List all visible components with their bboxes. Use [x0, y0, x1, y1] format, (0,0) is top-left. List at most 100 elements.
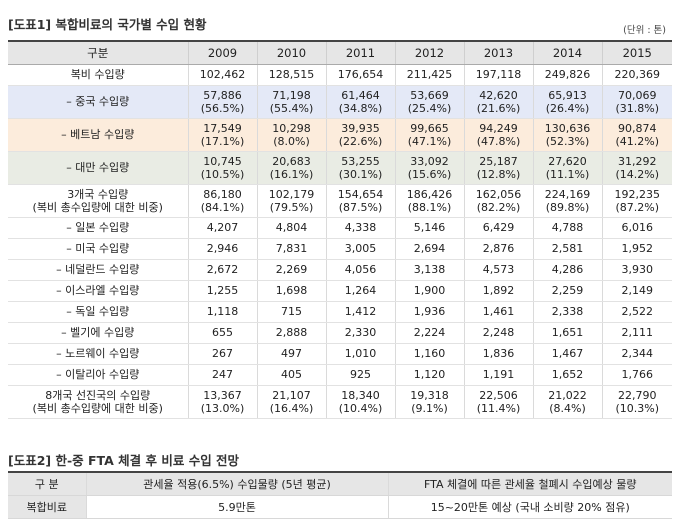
- import-volume: 25,187: [479, 154, 518, 168]
- value-cell: 925: [325, 364, 395, 386]
- value-cell: 197,118: [463, 64, 533, 86]
- import-volume: 1,766: [621, 368, 654, 382]
- import-share: (52.3%): [545, 135, 590, 148]
- row-label-text: – 대만 수입량: [66, 161, 130, 175]
- value-cell: 57,886 (56.5%): [187, 85, 257, 119]
- import-volume: 1,467: [551, 347, 584, 361]
- import-volume: 18,340: [341, 388, 380, 402]
- import-volume: 1,936: [413, 305, 446, 319]
- row-label-text: – 베트남 수입량: [61, 128, 135, 142]
- import-volume: 154,654: [337, 187, 384, 201]
- value-cell: 154,654 (87.5%): [325, 184, 395, 218]
- import-volume: 4,788: [551, 221, 584, 235]
- value-cell: 2,694: [394, 238, 464, 260]
- value-cell: 1,120: [394, 364, 464, 386]
- import-share: (12.8%): [476, 168, 521, 181]
- value-cell: 39,935 (22.6%): [325, 118, 395, 152]
- value-cell: 2,888: [256, 322, 326, 344]
- table-row: 8개국 선진국의 수입량 (복비 총수입량에 대한 비중) 13,367 (13.0%…: [8, 385, 672, 419]
- import-volume: 4,207: [206, 221, 239, 235]
- table1-header-row: 구분 2009 2010 2011 2012 2013 2014 2015: [8, 41, 672, 65]
- table-row: 3개국 수입량 (복비 총수입량에 대한 비중) 86,180 (84.1%) 102,…: [8, 184, 672, 218]
- import-share: (84.1%): [200, 201, 245, 214]
- value-cell: 13,367 (13.0%): [187, 385, 257, 419]
- import-volume: 53,669: [410, 88, 449, 102]
- value-cell: 2,111: [601, 322, 672, 344]
- value-cell: 3,930: [601, 259, 672, 281]
- row-label: – 이탈리아 수입량: [8, 364, 188, 386]
- import-volume: 1,651: [551, 326, 584, 340]
- import-volume: 1,461: [482, 305, 515, 319]
- value-cell: 20,683 (16.1%): [256, 151, 326, 185]
- table2-data-row: 복합비료 5.9만톤 15~20만톤 예상 (국내 소비량 20% 점유): [8, 495, 672, 519]
- table-row: – 이스라엘 수입량 1,255 1,698 1,264 1,900 1,892 2,259…: [8, 280, 672, 302]
- row-label: 8개국 선진국의 수입량 (복비 총수입량에 대한 비중): [8, 385, 188, 419]
- value-cell: 497: [256, 343, 326, 365]
- import-volume: 21,022: [548, 388, 587, 402]
- value-cell: 1,836: [463, 343, 533, 365]
- value-cell: 70,069 (31.8%): [601, 85, 672, 119]
- import-share: (17.1%): [200, 135, 245, 148]
- table-row: – 베트남 수입량 17,549 (17.1%) 10,298 (8.0%) 39,935…: [8, 118, 672, 152]
- import-volume: 1,900: [413, 284, 446, 298]
- import-volume: 3,930: [621, 263, 654, 277]
- import-share: (47.8%): [476, 135, 521, 148]
- value-cell: 27,620 (11.1%): [532, 151, 602, 185]
- row-label-text: 복비 수입량: [70, 68, 125, 82]
- import-share: (47.1%): [407, 135, 452, 148]
- value-cell: 6,016: [601, 217, 672, 239]
- table-row: – 벨기에 수입량 655 2,888 2,330 2,224 2,248 1,651 2,1…: [8, 322, 672, 344]
- table1-unit: (단위 : 톤): [623, 25, 666, 36]
- value-cell: 1,651: [532, 322, 602, 344]
- import-volume: 267: [212, 347, 233, 361]
- value-cell: 86,180 (84.1%): [187, 184, 257, 218]
- table2-header-row: 구 분 관세율 적용(6.5%) 수입물량 (5년 평균) FTA 체결에 따른…: [8, 472, 672, 496]
- import-share: (11.4%): [476, 402, 521, 415]
- import-volume: 224,169: [544, 187, 591, 201]
- import-volume: 2,522: [621, 305, 654, 319]
- import-volume: 17,549: [203, 121, 242, 135]
- import-volume: 94,249: [479, 121, 518, 135]
- value-cell: 1,255: [187, 280, 257, 302]
- import-share: (26.4%): [545, 102, 590, 115]
- import-volume: 21,107: [272, 388, 311, 402]
- import-volume: 2,694: [413, 242, 446, 256]
- table-row: – 이탈리아 수입량 247 405 925 1,120 1,191 1,652 1,766: [8, 364, 672, 386]
- table-row: – 노르웨이 수입량 267 497 1,010 1,160 1,836 1,467 2,34…: [8, 343, 672, 365]
- value-cell: 1,766: [601, 364, 672, 386]
- import-volume: 1,412: [344, 305, 377, 319]
- import-share: (15.6%): [407, 168, 452, 181]
- value-cell: 2,338: [532, 301, 602, 323]
- import-volume: 1,264: [344, 284, 377, 298]
- value-cell: 31,292 (14.2%): [601, 151, 672, 185]
- import-volume: 4,056: [344, 263, 377, 277]
- value-cell: 247: [187, 364, 257, 386]
- import-share: (9.1%): [411, 402, 448, 415]
- value-cell: 90,874 (41.2%): [601, 118, 672, 152]
- value-cell: 2,330: [325, 322, 395, 344]
- value-cell: 1,191: [463, 364, 533, 386]
- import-volume: 102,179: [268, 187, 315, 201]
- import-volume: 2,876: [482, 242, 515, 256]
- import-volume: 192,235: [614, 187, 661, 201]
- import-volume: 4,286: [551, 263, 584, 277]
- row-label: – 중국 수입량: [8, 85, 188, 119]
- import-volume: 197,118: [475, 68, 522, 82]
- import-volume: 71,198: [272, 88, 311, 102]
- value-cell: 1,264: [325, 280, 395, 302]
- row-label-text: – 네덜란드 수입량: [56, 263, 140, 277]
- value-cell: 7,831: [256, 238, 326, 260]
- value-cell: 405: [256, 364, 326, 386]
- value-cell: 249,826: [532, 64, 602, 86]
- row-label: – 네덜란드 수입량: [8, 259, 188, 281]
- value-cell: 2,946: [187, 238, 257, 260]
- value-cell: 53,669 (25.4%): [394, 85, 464, 119]
- import-share: (22.6%): [338, 135, 383, 148]
- value-cell: 1,698: [256, 280, 326, 302]
- table-cell: 15~20만톤 예상 (국내 소비량 20% 점유): [387, 495, 672, 519]
- import-volume: 497: [281, 347, 302, 361]
- import-volume: 22,506: [479, 388, 518, 402]
- import-volume: 4,804: [275, 221, 308, 235]
- import-volume: 39,935: [341, 121, 380, 135]
